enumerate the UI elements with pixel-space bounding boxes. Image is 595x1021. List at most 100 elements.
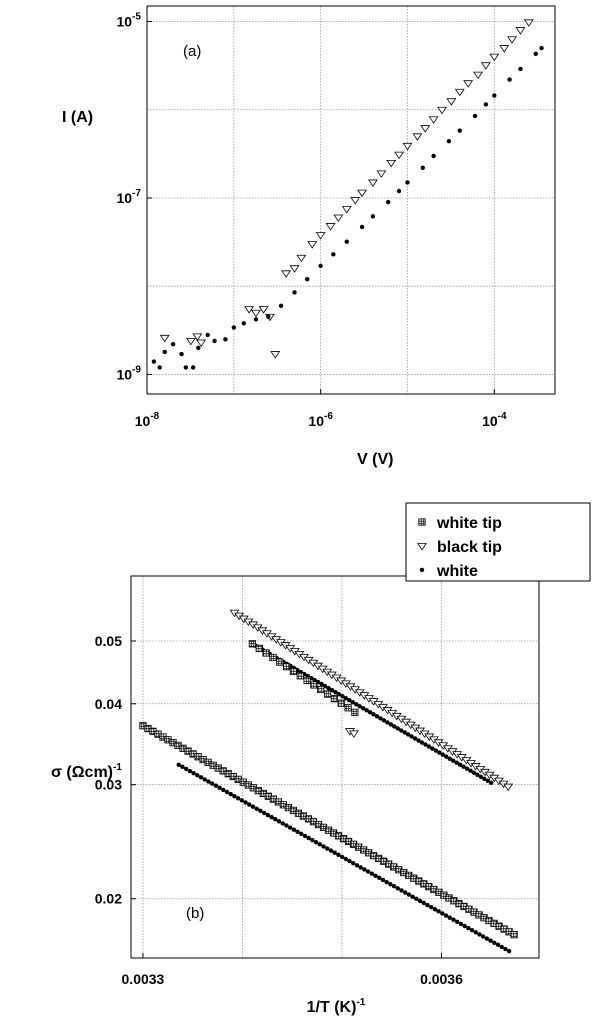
chart-a-point xyxy=(420,125,431,133)
chart-b-point xyxy=(362,867,367,872)
chart-b-point xyxy=(217,785,222,791)
chart-b-point xyxy=(484,936,490,941)
chart-b-point xyxy=(425,902,430,908)
chart-b-point xyxy=(347,858,352,864)
chart-a-point xyxy=(315,232,326,240)
chart-a-x-axis-label: V (V) xyxy=(357,451,393,468)
chart-b-point xyxy=(243,800,248,805)
chart-b-y-tick-0: 0.02 xyxy=(95,891,122,907)
chart-b-point xyxy=(295,829,300,834)
chart-a-point xyxy=(412,133,423,141)
chart-b-y-tick-3-base: 0.05 xyxy=(95,633,122,649)
chart-a-point xyxy=(518,66,523,72)
chart-a-point xyxy=(251,309,261,318)
chart-b-point xyxy=(303,676,311,684)
chart-b-point xyxy=(325,846,330,851)
chart-b-point xyxy=(421,900,426,906)
chart-a-point xyxy=(350,197,361,205)
chart-a-point xyxy=(196,345,201,351)
chart-b-point xyxy=(392,724,397,729)
chart-b-x-tick-1: 0.0036 xyxy=(420,971,463,987)
chart-a-point xyxy=(179,351,184,357)
chart-b-point xyxy=(258,808,263,814)
chart-a-point xyxy=(289,265,300,273)
chart-a-point xyxy=(281,270,292,278)
chart-a-point xyxy=(533,51,538,57)
chart-b-legend-label-white: white xyxy=(436,563,478,580)
chart-a-y-axis-label: I (A) xyxy=(62,109,93,126)
chart-a-x-tick-1-base: 10 xyxy=(308,413,324,429)
chart-b-point xyxy=(423,742,428,747)
chart-b-point xyxy=(337,699,345,707)
chart-a-point xyxy=(196,339,207,348)
chart-b-point xyxy=(378,716,383,721)
chart-a-point xyxy=(157,365,162,370)
chart-a-x-tick-1: 10-6 xyxy=(308,411,333,429)
chart-b-point xyxy=(183,766,189,772)
chart-b-point xyxy=(469,928,475,933)
chart-b-point xyxy=(485,778,490,784)
chart-b-y-axis-label: σ (Ωcm)-1 xyxy=(51,762,122,781)
chart-b-point xyxy=(412,736,418,741)
chart-b-point xyxy=(419,740,425,745)
chart-b-point xyxy=(373,873,378,878)
chart-b-point xyxy=(232,793,237,799)
chart-b-point xyxy=(312,677,317,683)
chart-b-point xyxy=(381,718,387,723)
chart-b-point xyxy=(480,934,486,939)
chart-b-point xyxy=(343,696,349,701)
chart-b-point xyxy=(317,685,325,694)
chart-b-point xyxy=(365,869,371,874)
chart-b: 0.0033 0.0036 0.02 0.03 0.04 0.05 (b) σ (Ωcm… xyxy=(51,502,591,1016)
chart-a-point xyxy=(428,116,439,124)
chart-b-y-tick-2: 0.04 xyxy=(95,696,122,712)
chart-b-point xyxy=(380,877,386,883)
chart-a-point xyxy=(480,62,491,70)
chart-b-point xyxy=(447,915,452,920)
chart-b-legend: white tip black tip white xyxy=(405,502,591,582)
chart-a-point xyxy=(539,45,544,51)
chart-b-point xyxy=(437,750,442,755)
chart-b-point xyxy=(428,904,434,910)
chart-b-point xyxy=(360,706,366,711)
chart-b-point xyxy=(454,760,459,765)
chart-b-point xyxy=(478,774,484,779)
chart-a-y-tick-2-exp: -5 xyxy=(132,12,141,23)
chart-a-point xyxy=(463,80,474,88)
chart-b-point xyxy=(495,942,501,948)
chart-b-x-axis-label-sup: -1 xyxy=(356,997,365,1008)
chart-b-point xyxy=(280,821,285,826)
chart-a-point xyxy=(151,359,157,364)
chart-a-point xyxy=(331,252,336,257)
chart-b-x-tick-1-base: 0.0036 xyxy=(420,971,463,987)
chart-b-point xyxy=(462,923,467,929)
chart-b-point xyxy=(206,779,211,784)
chart-a-point xyxy=(483,102,489,107)
chart-b-point xyxy=(351,860,356,866)
chart-b-point xyxy=(489,780,494,786)
chart-b-point xyxy=(371,712,376,717)
chart-b-point xyxy=(339,854,345,860)
chart-a-point xyxy=(305,277,310,282)
chart-b-point xyxy=(403,890,408,895)
chart-a-point xyxy=(367,179,378,187)
chart-b-point xyxy=(354,702,359,707)
chart-b-y-tick-0-base: 0.02 xyxy=(95,891,122,907)
chart-a-point xyxy=(396,188,402,194)
chart-b-point xyxy=(198,775,204,780)
chart-a-point xyxy=(296,254,307,263)
chart-b-point xyxy=(503,946,508,952)
chart-a-y-tick-0-exp: -9 xyxy=(132,364,141,375)
chart-a: 10-8 10-6 10-4 10-910-710-5 (a) I (A) V (V… xyxy=(62,5,556,468)
chart-a-point xyxy=(489,53,500,62)
chart-b-point xyxy=(447,756,452,761)
chart-b-y-tick-1: 0.03 xyxy=(95,777,122,793)
chart-a-y-tick-1-exp: -7 xyxy=(132,188,141,199)
chart-a-y-tick-0-base: 10 xyxy=(117,366,133,382)
chart-b-point xyxy=(440,752,445,757)
chart-a-point xyxy=(454,88,465,97)
chart-b-point xyxy=(464,766,470,771)
chart-b-point xyxy=(239,798,245,803)
chart-b-point xyxy=(374,714,380,719)
